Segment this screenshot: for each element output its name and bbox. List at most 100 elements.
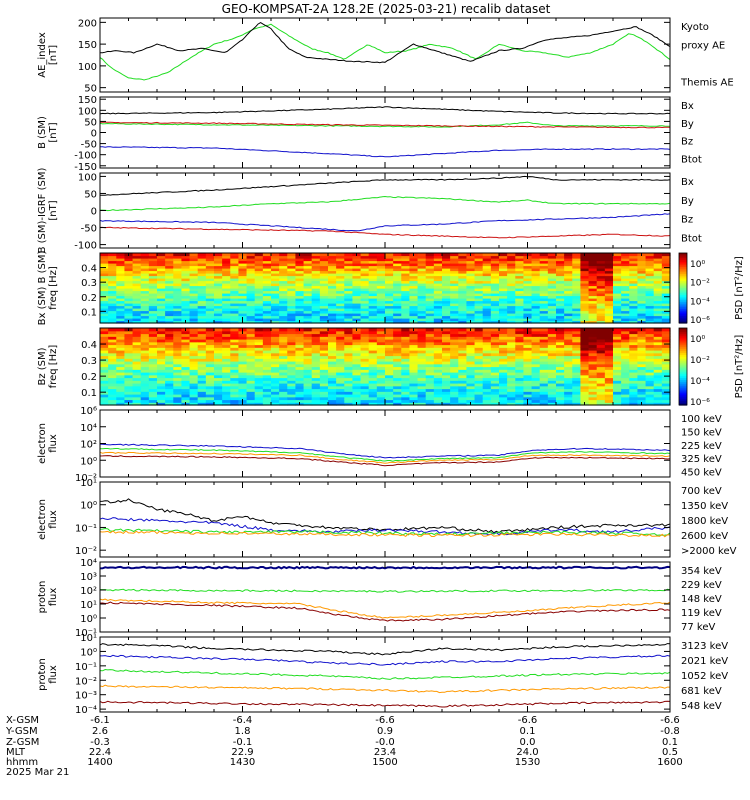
- spectrogram-cell: [173, 388, 183, 392]
- spectrogram-cell: [246, 283, 256, 287]
- spectrogram-cell: [140, 280, 150, 284]
- spectrogram-cell: [572, 388, 582, 392]
- spectrogram-cell: [230, 260, 240, 264]
- spectrogram-cell: [417, 347, 427, 351]
- spectrogram-cell: [124, 391, 134, 395]
- spectrogram-cell: [596, 396, 606, 401]
- spectrogram-cell: [572, 394, 582, 398]
- spectrogram-cell: [637, 313, 647, 317]
- spectrogram-cell: [165, 275, 174, 279]
- spectrogram-cell: [466, 300, 476, 304]
- spectrogram-cell: [376, 283, 386, 287]
- spectrogram-cell: [385, 374, 394, 379]
- spectrogram-cell: [450, 313, 459, 317]
- spectrogram-cell: [604, 300, 614, 304]
- spectrogram-cell: [588, 377, 598, 381]
- spectrogram-cell: [604, 388, 614, 392]
- spectrogram-cell: [238, 350, 248, 354]
- spectrogram-cell: [311, 330, 321, 335]
- spectrogram-cell: [645, 308, 655, 312]
- spectrogram-cell: [254, 402, 264, 406]
- spectrogram-cell: [385, 298, 394, 302]
- orbit-value: 0.9: [377, 726, 393, 737]
- spectrogram-cell: [474, 315, 484, 319]
- spectrogram-cell: [621, 265, 630, 269]
- spectrogram-cell: [173, 391, 183, 395]
- spectrogram-cell: [287, 315, 297, 319]
- spectrogram-cell: [254, 396, 264, 401]
- spectrogram-cell: [482, 350, 492, 354]
- spectrogram-cell: [205, 265, 215, 269]
- spectrogram-cell: [621, 315, 630, 319]
- spectrogram-cell: [621, 341, 630, 346]
- spectrogram-cell: [222, 290, 231, 294]
- spectrogram-cell: [222, 278, 231, 282]
- spectrogram-cell: [645, 383, 655, 387]
- spectrogram-cell: [311, 315, 321, 319]
- spectrogram-cell: [157, 377, 166, 381]
- spectrogram-cell: [100, 283, 109, 287]
- spectrogram-cell: [417, 363, 427, 368]
- spectrogram-cell: [328, 278, 337, 282]
- spectrogram-cell: [165, 350, 174, 354]
- spectrogram-cell: [482, 394, 492, 398]
- spectrogram-cell: [425, 350, 435, 354]
- spectrogram-cell: [230, 288, 240, 292]
- colorbar-step: [679, 339, 687, 343]
- spectrogram-cell: [108, 315, 117, 319]
- spectrogram-cell: [425, 383, 435, 387]
- spectrogram-cell: [295, 336, 305, 340]
- spectrogram-cell: [572, 336, 582, 340]
- series-lines: [99, 175, 671, 239]
- spectrogram-cell: [189, 396, 199, 401]
- spectrogram-cell: [637, 399, 647, 403]
- spectrogram-cell: [189, 305, 199, 309]
- spectrogram-cell: [157, 288, 166, 292]
- spectrogram-cell: [490, 361, 500, 365]
- spectrogram-cell: [246, 396, 256, 401]
- spectrogram-cell: [205, 336, 215, 340]
- spectrogram-cell: [409, 275, 419, 279]
- spectrogram-cell: [189, 402, 199, 406]
- spectrogram-cell: [311, 369, 321, 373]
- spectrogram-cell: [336, 278, 345, 282]
- spectrogram-cell: [344, 366, 354, 370]
- spectrogram-cell: [458, 280, 468, 284]
- spectrogram-cell: [393, 352, 402, 357]
- spectrogram-cell: [214, 344, 223, 348]
- spectrogram-cell: [401, 278, 411, 282]
- spectrogram-cell: [189, 298, 199, 302]
- spectrogram-cell: [523, 352, 533, 357]
- spectrogram-cell: [417, 369, 427, 373]
- spectrogram-cell: [409, 396, 419, 401]
- spectrogram-cell: [547, 305, 557, 309]
- spectrogram-cell: [507, 265, 516, 269]
- spectrogram-cell: [148, 255, 158, 259]
- spectrogram-cell: [499, 369, 508, 373]
- spectrogram-cell: [580, 290, 590, 294]
- spectrogram-cell: [653, 265, 663, 269]
- spectrogram-cell: [303, 394, 313, 398]
- spectrogram-cell: [328, 260, 337, 264]
- orbit-value: 1530: [515, 757, 540, 768]
- spectrogram-cell: [132, 280, 142, 284]
- spectrogram-cell: [214, 402, 223, 406]
- spectrogram-cell: [295, 290, 305, 294]
- spectrogram-cell: [539, 339, 549, 343]
- colorbar-tick-label: 10⁻⁴: [690, 377, 710, 387]
- spectrogram-cell: [319, 372, 329, 376]
- spectrogram-cell: [230, 385, 240, 390]
- spectrogram-cell: [458, 310, 468, 314]
- colorbar-step: [679, 268, 687, 272]
- spectrogram-cell: [352, 283, 362, 287]
- spectrogram-cell: [181, 280, 191, 284]
- spectrogram-cell: [613, 253, 622, 257]
- spectrogram-cell: [222, 288, 231, 292]
- spectrogram-cell: [523, 275, 533, 279]
- spectrogram-cell: [450, 355, 459, 359]
- spectrogram-cell: [393, 253, 402, 257]
- spectrogram-cell: [409, 344, 419, 348]
- spectrogram-cell: [376, 355, 386, 359]
